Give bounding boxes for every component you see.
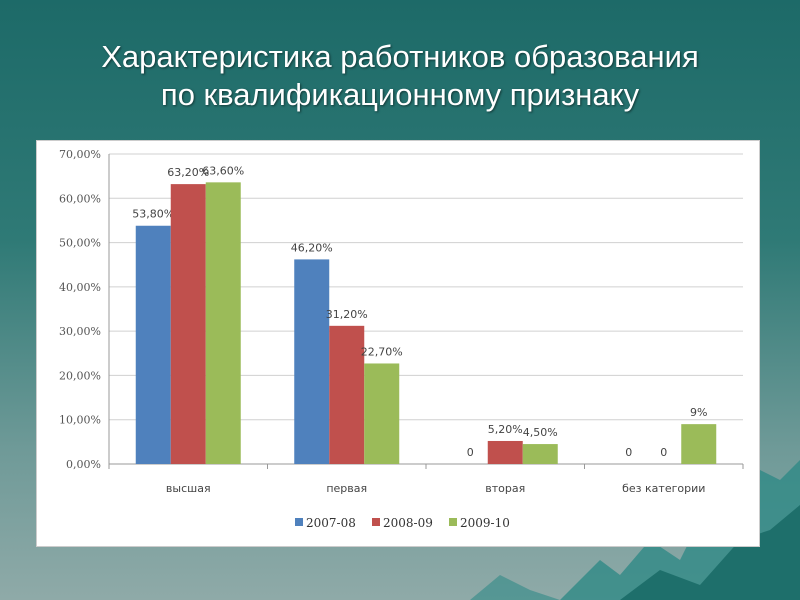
y-tick-label: 40,00% bbox=[59, 281, 101, 294]
legend-label: 2007-08 bbox=[306, 516, 356, 530]
y-tick-label: 60,00% bbox=[59, 192, 101, 205]
title-line-1: Характеристика работников образования bbox=[101, 39, 699, 74]
data-label: 46,20% bbox=[291, 241, 333, 254]
bar bbox=[364, 363, 400, 464]
data-label: 63,20% bbox=[167, 166, 209, 179]
y-tick-label: 30,00% bbox=[59, 325, 101, 338]
legend-swatch bbox=[449, 518, 457, 526]
title-line-2: по квалификационному признаку bbox=[160, 77, 640, 112]
legend-swatch bbox=[372, 518, 380, 526]
bar bbox=[205, 182, 241, 464]
data-label: 0 bbox=[660, 446, 667, 459]
y-tick-label: 10,00% bbox=[59, 414, 101, 427]
bar bbox=[487, 440, 523, 464]
data-label: 63,60% bbox=[202, 164, 244, 177]
data-label: 0 bbox=[467, 446, 474, 459]
chart-panel: 0,00% 10,00% 20,00% 30,00% 40,00% 50,00% 60,00… bbox=[36, 140, 760, 547]
x-category-label: высшая bbox=[166, 482, 211, 495]
bar-chart: 0,00% 10,00% 20,00% 30,00% 40,00% 50,00% 60,00… bbox=[59, 148, 744, 530]
data-label: 4,50% bbox=[523, 426, 558, 439]
data-label: 22,70% bbox=[361, 345, 403, 358]
data-label: 53,80% bbox=[132, 208, 174, 221]
x-category-label: первая bbox=[326, 482, 367, 495]
legend-label: 2009-10 bbox=[460, 516, 510, 530]
legend-label: 2008-09 bbox=[383, 516, 433, 530]
x-category-label: вторая bbox=[485, 482, 525, 495]
data-label: 31,20% bbox=[326, 308, 368, 321]
bar bbox=[170, 184, 206, 464]
bar bbox=[135, 225, 171, 464]
y-tick-label: 70,00% bbox=[59, 148, 101, 161]
legend-swatch bbox=[295, 518, 303, 526]
y-tick-label: 50,00% bbox=[59, 237, 101, 250]
y-tick-label: 0,00% bbox=[66, 458, 101, 471]
bar bbox=[522, 444, 558, 464]
bar bbox=[681, 424, 717, 464]
x-category-label: без категории bbox=[622, 482, 705, 495]
bar bbox=[294, 259, 330, 464]
slide-title: Характеристика работников образования по… bbox=[0, 38, 800, 114]
y-tick-label: 20,00% bbox=[59, 369, 101, 382]
data-label: 5,20% bbox=[488, 423, 523, 436]
data-label: 0 bbox=[625, 446, 632, 459]
data-label: 9% bbox=[690, 406, 707, 419]
bar bbox=[329, 325, 365, 464]
